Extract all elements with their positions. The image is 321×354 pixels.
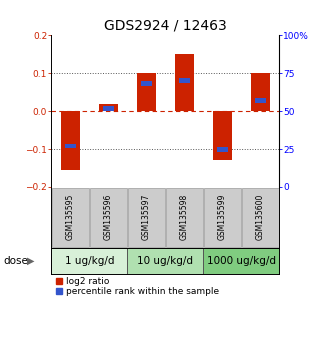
FancyBboxPatch shape — [52, 188, 89, 247]
Text: GSM135599: GSM135599 — [218, 194, 227, 240]
Title: GDS2924 / 12463: GDS2924 / 12463 — [104, 19, 227, 33]
Bar — [61, 111, 80, 170]
Text: GSM135597: GSM135597 — [142, 194, 151, 240]
FancyBboxPatch shape — [166, 188, 203, 247]
Bar — [141, 81, 152, 86]
Bar — [251, 73, 270, 111]
Text: GSM135600: GSM135600 — [256, 194, 265, 240]
Text: 1000 ug/kg/d: 1000 ug/kg/d — [207, 256, 276, 266]
Bar — [137, 73, 156, 111]
Bar — [213, 111, 232, 160]
Text: GSM135595: GSM135595 — [66, 194, 75, 240]
Bar — [103, 106, 114, 110]
Bar — [65, 144, 75, 148]
Text: ▶: ▶ — [27, 256, 35, 266]
Text: dose: dose — [3, 256, 28, 266]
Bar — [179, 78, 189, 83]
FancyBboxPatch shape — [204, 188, 241, 247]
FancyBboxPatch shape — [127, 247, 203, 274]
Legend: log2 ratio, percentile rank within the sample: log2 ratio, percentile rank within the s… — [56, 277, 219, 296]
FancyBboxPatch shape — [90, 188, 127, 247]
Bar — [99, 104, 118, 111]
FancyBboxPatch shape — [203, 247, 279, 274]
FancyBboxPatch shape — [242, 188, 279, 247]
FancyBboxPatch shape — [51, 247, 127, 274]
Text: GSM135598: GSM135598 — [180, 194, 189, 240]
Text: 10 ug/kg/d: 10 ug/kg/d — [137, 256, 193, 266]
Bar — [175, 55, 194, 111]
Text: 1 ug/kg/d: 1 ug/kg/d — [65, 256, 114, 266]
FancyBboxPatch shape — [128, 188, 165, 247]
Bar — [217, 147, 228, 152]
Bar — [255, 98, 265, 103]
Text: GSM135596: GSM135596 — [104, 194, 113, 240]
